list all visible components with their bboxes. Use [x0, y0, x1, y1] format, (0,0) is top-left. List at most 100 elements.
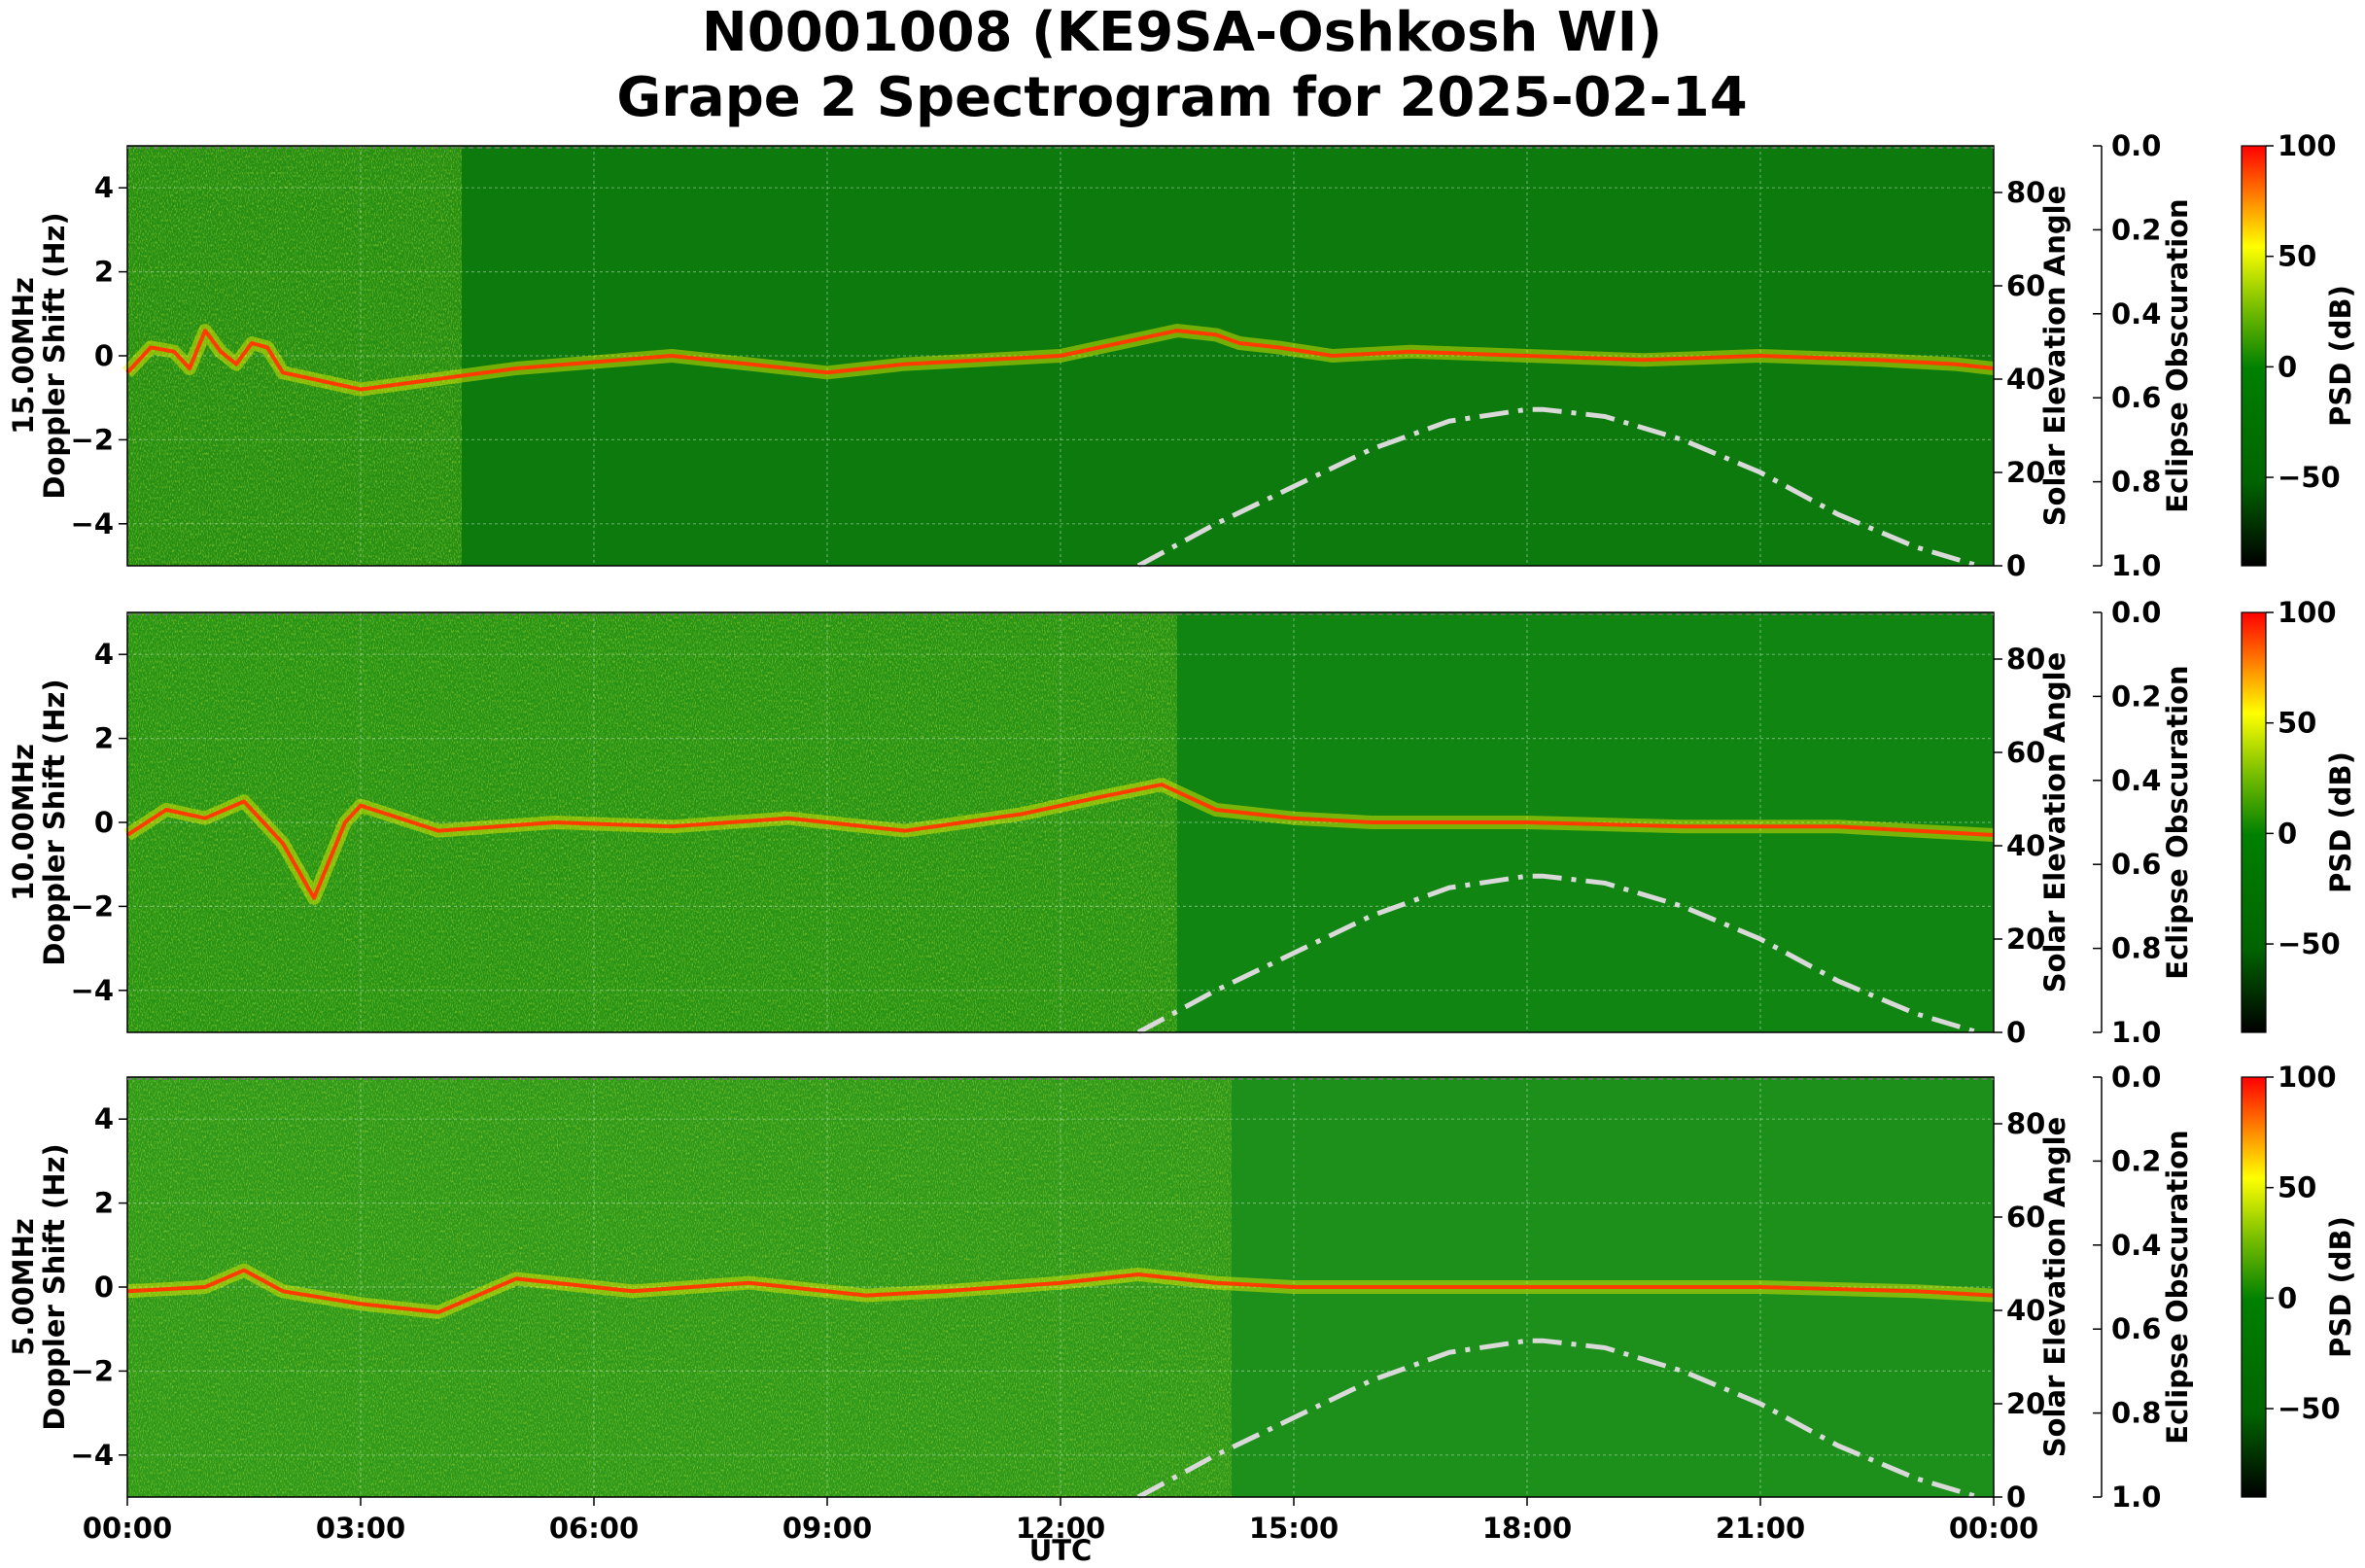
colorbar-tick-label: −50 — [2278, 927, 2341, 960]
y-tick-label: 2 — [94, 722, 114, 755]
eclipse-tick-label: 0.8 — [2111, 466, 2161, 499]
x-tick-label: 09:00 — [783, 1512, 872, 1545]
eclipse-tick-label: 0.2 — [2111, 679, 2161, 713]
y-tick-label: 4 — [94, 638, 114, 671]
y-tick-label: 0 — [94, 339, 114, 372]
colorbar-tick-label: 100 — [2278, 596, 2337, 629]
noise-texture — [127, 146, 462, 566]
y2-tick-label: 20 — [2006, 1387, 2045, 1420]
y2-tick-label: 0 — [2006, 1016, 2026, 1049]
y-tick-label: 0 — [94, 1271, 114, 1304]
colorbar-tick-label: 50 — [2278, 707, 2316, 740]
x-tick-label: 03:00 — [316, 1512, 405, 1545]
doppler-axis-label: Doppler Shift (Hz) — [38, 679, 71, 965]
eclipse-tick-label: 0.2 — [2111, 213, 2161, 246]
colorbar — [2241, 1076, 2267, 1498]
eclipse-axis-label: Eclipse Obscuration — [2161, 665, 2194, 979]
y-tick-label: 4 — [94, 171, 114, 204]
y2-tick-label: 0 — [2006, 549, 2026, 582]
y2-tick-label: 0 — [2006, 1481, 2026, 1514]
eclipse-tick-label: 0.6 — [2111, 1312, 2161, 1345]
x-tick-label: 18:00 — [1482, 1512, 1572, 1545]
y-tick-label: −4 — [71, 1439, 114, 1472]
y-tick-label: 2 — [94, 1187, 114, 1220]
solar-elevation-curve — [1136, 406, 1979, 569]
eclipse-tick-label: 0.4 — [2111, 297, 2161, 331]
eclipse-tick-label: 0.0 — [2111, 596, 2161, 629]
x-tick-label: 06:00 — [549, 1512, 639, 1545]
chart-title-line1: N0001008 (KE9SA-Oshkosh WI) — [702, 1, 1662, 64]
solar-elevation-axis-label: Solar Elevation Angle — [2038, 652, 2071, 993]
panel-frequency-label: 10.00MHz — [7, 744, 40, 901]
colorbar — [2241, 145, 2267, 567]
y-tick-label: −4 — [71, 507, 114, 540]
panel-frequency-label: 15.00MHz — [7, 277, 40, 435]
eclipse-tick-label: 0.0 — [2111, 129, 2161, 162]
chart-title-line2: Grape 2 Spectrogram for 2025-02-14 — [616, 66, 1747, 129]
y-tick-label: −2 — [71, 1354, 114, 1387]
y2-tick-label: 80 — [2006, 1107, 2045, 1140]
eclipse-tick-label: 0.4 — [2111, 764, 2161, 797]
eclipse-tick-label: 0.6 — [2111, 848, 2161, 881]
x-tick-label: 12:00 — [1016, 1512, 1105, 1545]
x-tick-label: 15:00 — [1249, 1512, 1339, 1545]
eclipse-axis-label: Eclipse Obscuration — [2161, 198, 2194, 512]
colorbar-label: PSD (dB) — [2324, 751, 2357, 893]
noise-texture — [127, 612, 1177, 1032]
y2-tick-label: 20 — [2006, 456, 2045, 489]
colorbar-tick-label: 100 — [2278, 129, 2337, 162]
doppler-trace-10.00MHz — [125, 783, 1995, 900]
colorbar-tick-label: 0 — [2278, 350, 2297, 383]
y2-tick-label: 80 — [2006, 643, 2045, 676]
y-tick-label: −2 — [71, 423, 114, 456]
y2-tick-label: 60 — [2006, 269, 2045, 302]
eclipse-tick-label: 1.0 — [2111, 549, 2161, 582]
eclipse-tick-label: 1.0 — [2111, 1481, 2161, 1514]
colorbar-tick-label: −50 — [2278, 1392, 2341, 1425]
doppler-trace-5.00MHz — [126, 1268, 1995, 1314]
panel-frequency-label: 5.00MHz — [7, 1218, 40, 1356]
y-tick-label: 0 — [94, 806, 114, 839]
y2-tick-label: 80 — [2006, 176, 2045, 209]
doppler-axis-label: Doppler Shift (Hz) — [38, 1143, 71, 1430]
eclipse-tick-label: 0.8 — [2111, 1397, 2161, 1430]
x-tick-label: 00:00 — [83, 1512, 172, 1545]
colorbar-tick-label: −50 — [2278, 461, 2341, 494]
doppler-trace-15.00MHz — [125, 329, 1995, 392]
x-axis-label: UTC — [1029, 1534, 1093, 1567]
y2-tick-label: 60 — [2006, 1201, 2045, 1234]
colorbar — [2241, 611, 2267, 1033]
colorbar-tick-label: 0 — [2278, 817, 2297, 850]
eclipse-tick-label: 1.0 — [2111, 1016, 2161, 1049]
y2-tick-label: 60 — [2006, 736, 2045, 769]
y-tick-label: −4 — [71, 974, 114, 1007]
y2-tick-label: 40 — [2006, 363, 2045, 396]
solar-elevation-curve — [1136, 873, 1979, 1035]
doppler-axis-label: Doppler Shift (Hz) — [38, 212, 71, 499]
y-tick-label: 4 — [94, 1102, 114, 1135]
eclipse-tick-label: 0.8 — [2111, 932, 2161, 965]
eclipse-tick-label: 0.2 — [2111, 1144, 2161, 1177]
eclipse-tick-label: 0.0 — [2111, 1061, 2161, 1094]
eclipse-tick-label: 0.4 — [2111, 1229, 2161, 1262]
y2-tick-label: 20 — [2006, 923, 2045, 956]
x-axis: 00:00 03:00 06:00 09:00 12:00 15:00 18:00 21:00… — [83, 1497, 2038, 1545]
eclipse-tick-label: 0.6 — [2111, 381, 2161, 414]
colorbar-tick-label: 50 — [2278, 1171, 2316, 1204]
x-tick-label: 21:00 — [1716, 1512, 1805, 1545]
eclipse-axis-label: Eclipse Obscuration — [2161, 1130, 2194, 1444]
y2-tick-label: 40 — [2006, 1294, 2045, 1327]
colorbar-tick-label: 100 — [2278, 1061, 2337, 1094]
x-tick-label: 00:00 — [1949, 1512, 2038, 1545]
y-tick-label: −2 — [71, 889, 114, 923]
y-tick-label: 2 — [94, 256, 114, 289]
colorbar-label: PSD (dB) — [2324, 285, 2357, 427]
colorbar-label: PSD (dB) — [2324, 1216, 2357, 1358]
colorbar-tick-label: 50 — [2278, 240, 2316, 273]
solar-elevation-curve — [1136, 1338, 1979, 1500]
